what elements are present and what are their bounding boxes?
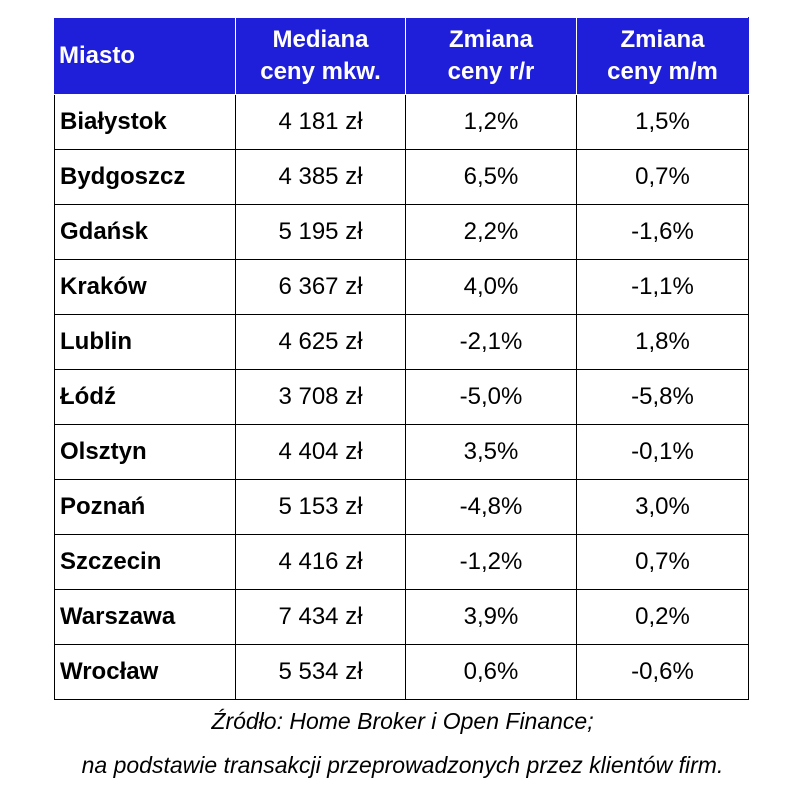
change-mom-cell: 1,5% — [576, 94, 749, 150]
city-cell: Wrocław — [54, 644, 236, 700]
change-mom-cell: 0,2% — [576, 589, 749, 645]
change-yoy-cell: -4,8% — [405, 479, 577, 535]
median-price-cell: 4 404 zł — [235, 424, 406, 480]
change-yoy-cell: 3,5% — [405, 424, 577, 480]
table-row: Olsztyn 4 404 zł 3,5% -0,1% — [54, 424, 749, 480]
median-price-cell: 7 434 zł — [235, 589, 406, 645]
column-header-line: Miasto — [59, 42, 136, 69]
median-price-cell: 3 708 zł — [235, 369, 406, 425]
change-yoy-cell: 1,2% — [405, 94, 577, 150]
change-mom-cell: 3,0% — [576, 479, 749, 535]
city-cell: Gdańsk — [54, 204, 236, 260]
city-cell: Szczecin — [54, 534, 236, 590]
header-change-mom: Zmiana ceny m/m — [576, 17, 749, 95]
column-header-line: Zmiana — [620, 26, 705, 53]
median-price-cell: 5 195 zł — [235, 204, 406, 260]
table-row: Bydgoszcz 4 385 zł 6,5% 0,7% — [54, 149, 749, 205]
median-price-cell: 6 367 zł — [235, 259, 406, 315]
source-note-line-1: Źródło: Home Broker i Open Finance; — [211, 708, 594, 734]
city-cell: Bydgoszcz — [54, 149, 236, 205]
city-cell: Lublin — [54, 314, 236, 370]
change-yoy-cell: -5,0% — [405, 369, 577, 425]
header-change-yoy: Zmiana ceny r/r — [405, 17, 577, 95]
table-row: Białystok 4 181 zł 1,2% 1,5% — [54, 94, 749, 150]
table-row: Warszawa 7 434 zł 3,9% 0,2% — [54, 589, 749, 645]
change-mom-cell: -5,8% — [576, 369, 749, 425]
table-row: Lublin 4 625 zł -2,1% 1,8% — [54, 314, 749, 370]
change-mom-cell: -0,6% — [576, 644, 749, 700]
column-header-line: Zmiana — [448, 26, 534, 53]
median-price-cell: 5 153 zł — [235, 479, 406, 535]
column-header-line: ceny r/r — [447, 58, 535, 85]
change-yoy-cell: -2,1% — [405, 314, 577, 370]
table-body: Białystok 4 181 zł 1,2% 1,5% Bydgoszcz 4 385 … — [54, 94, 749, 700]
median-price-cell: 5 534 zł — [235, 644, 406, 700]
table-row: Łódź 3 708 zł -5,0% -5,8% — [54, 369, 749, 425]
change-yoy-cell: 4,0% — [405, 259, 577, 315]
table-row: Poznań 5 153 zł -4,8% 3,0% — [54, 479, 749, 535]
median-price-cell: 4 416 zł — [235, 534, 406, 590]
header-city: Miasto — [54, 17, 236, 95]
change-mom-cell: -1,1% — [576, 259, 749, 315]
change-yoy-cell: 3,9% — [405, 589, 577, 645]
price-table: Miasto Mediana ceny mkw. Zmiana ceny r/r Zmia… — [54, 17, 749, 700]
city-cell: Białystok — [54, 94, 236, 150]
source-note-line-2: na podstawie transakcji przeprowadzonych… — [81, 752, 724, 778]
change-yoy-cell: 6,5% — [405, 149, 577, 205]
header-median-price: Mediana ceny mkw. — [235, 17, 406, 95]
city-cell: Olsztyn — [54, 424, 236, 480]
table-row: Kraków 6 367 zł 4,0% -1,1% — [54, 259, 749, 315]
change-yoy-cell: 2,2% — [405, 204, 577, 260]
median-price-cell: 4 181 zł — [235, 94, 406, 150]
change-mom-cell: 1,8% — [576, 314, 749, 370]
median-price-cell: 4 625 zł — [235, 314, 406, 370]
change-mom-cell: 0,7% — [576, 149, 749, 205]
column-header-line: ceny mkw. — [260, 58, 381, 85]
city-cell: Łódź — [54, 369, 236, 425]
change-mom-cell: -1,6% — [576, 204, 749, 260]
city-cell: Warszawa — [54, 589, 236, 645]
city-cell: Poznań — [54, 479, 236, 535]
table-row: Wrocław 5 534 zł 0,6% -0,6% — [54, 644, 749, 700]
table-row: Szczecin 4 416 zł -1,2% 0,7% — [54, 534, 749, 590]
median-price-cell: 4 385 zł — [235, 149, 406, 205]
table-row: Gdańsk 5 195 zł 2,2% -1,6% — [54, 204, 749, 260]
city-cell: Kraków — [54, 259, 236, 315]
change-yoy-cell: 0,6% — [405, 644, 577, 700]
change-yoy-cell: -1,2% — [405, 534, 577, 590]
header-row: Miasto Mediana ceny mkw. Zmiana ceny r/r Zmia… — [54, 17, 749, 95]
column-header-line: Mediana — [272, 26, 369, 53]
column-header-line: ceny m/m — [607, 58, 718, 85]
change-mom-cell: -0,1% — [576, 424, 749, 480]
change-mom-cell: 0,7% — [576, 534, 749, 590]
